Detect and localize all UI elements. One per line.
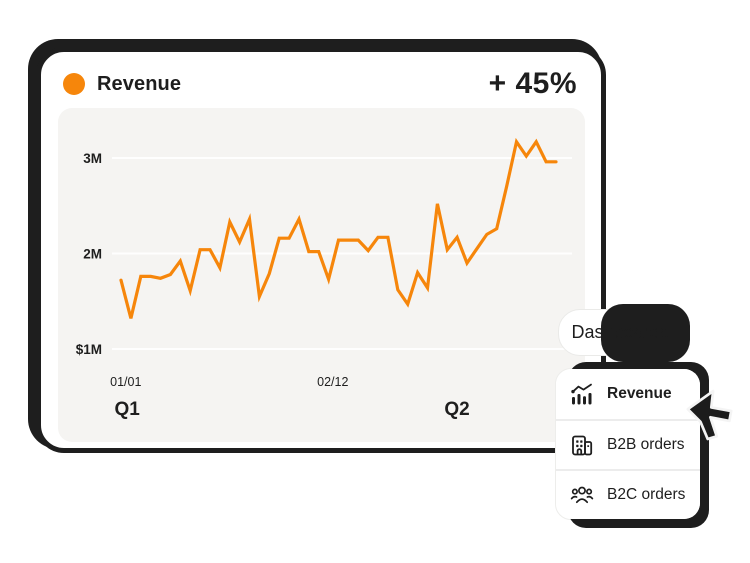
menu-item-label: B2B orders: [607, 436, 685, 453]
delta-badge: + 45%: [488, 67, 577, 100]
chart-panel: 3M 2M $1M 01/01 02/12 Q1 Q2: [58, 108, 585, 442]
building-icon: [570, 433, 594, 457]
menu-item-label: B2C orders: [607, 486, 686, 503]
bar-chart-trend-icon: [570, 382, 594, 406]
quarter-label: Q1: [115, 399, 141, 420]
x-tick-label: 01/01: [110, 375, 141, 389]
dashboards-menu-list: Revenue B2B orders B2C orders: [556, 369, 700, 519]
revenue-line: [119, 137, 558, 319]
menu-item-label: Revenue: [607, 385, 672, 402]
dashboards-button-label: Dashboards: [571, 322, 669, 342]
card-header: Revenue + 45%: [63, 67, 577, 101]
y-tick-label: 3M: [83, 151, 102, 166]
menu-item-b2c-orders[interactable]: B2C orders: [556, 469, 700, 519]
dashboards-menu: Revenue B2B orders B2C orders: [555, 362, 709, 528]
dashboards-button[interactable]: Dashboards: [558, 304, 690, 362]
x-tick-label: 02/12: [317, 375, 348, 389]
revenue-card: Revenue + 45% 3M 2M $1M 01/01 02/12 Q1 Q2: [36, 47, 606, 453]
y-tick-label: 2M: [83, 247, 102, 262]
menu-item-revenue[interactable]: Revenue: [556, 369, 700, 419]
revenue-dot-icon: [63, 73, 85, 95]
people-icon: [570, 483, 594, 507]
card-title: Revenue: [97, 72, 182, 95]
menu-item-b2b-orders[interactable]: B2B orders: [556, 419, 700, 469]
quarter-label: Q2: [444, 399, 469, 420]
y-tick-label: $1M: [76, 342, 102, 357]
chart-svg: 3M 2M $1M 01/01 02/12 Q1 Q2: [76, 137, 572, 420]
